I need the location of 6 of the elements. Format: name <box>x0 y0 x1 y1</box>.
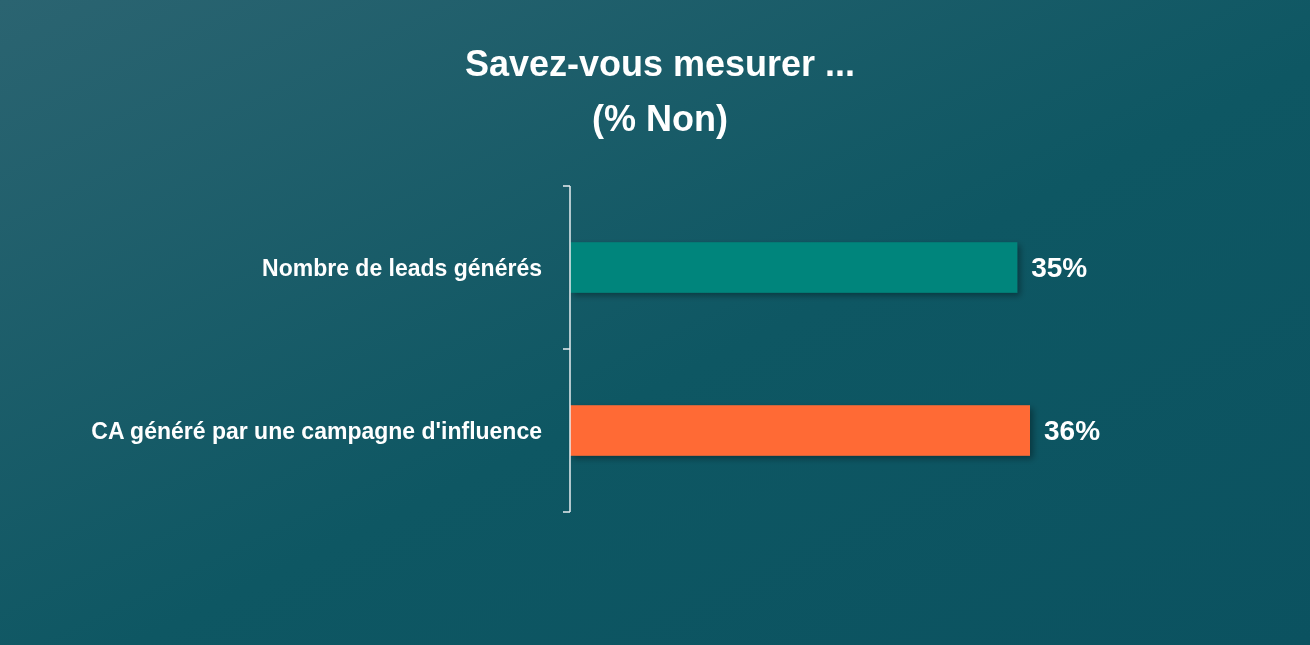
y-tick-label: Nombre de leads générés <box>262 254 542 281</box>
data-label: 36% <box>1044 415 1101 447</box>
chart-title: Savez-vous mesurer ... <box>464 43 856 84</box>
data-label: 35% <box>1031 252 1088 284</box>
y-tick-label: CA généré par une campagne d'influence <box>91 417 542 444</box>
chart-subtitle: (% Non) <box>592 98 728 139</box>
